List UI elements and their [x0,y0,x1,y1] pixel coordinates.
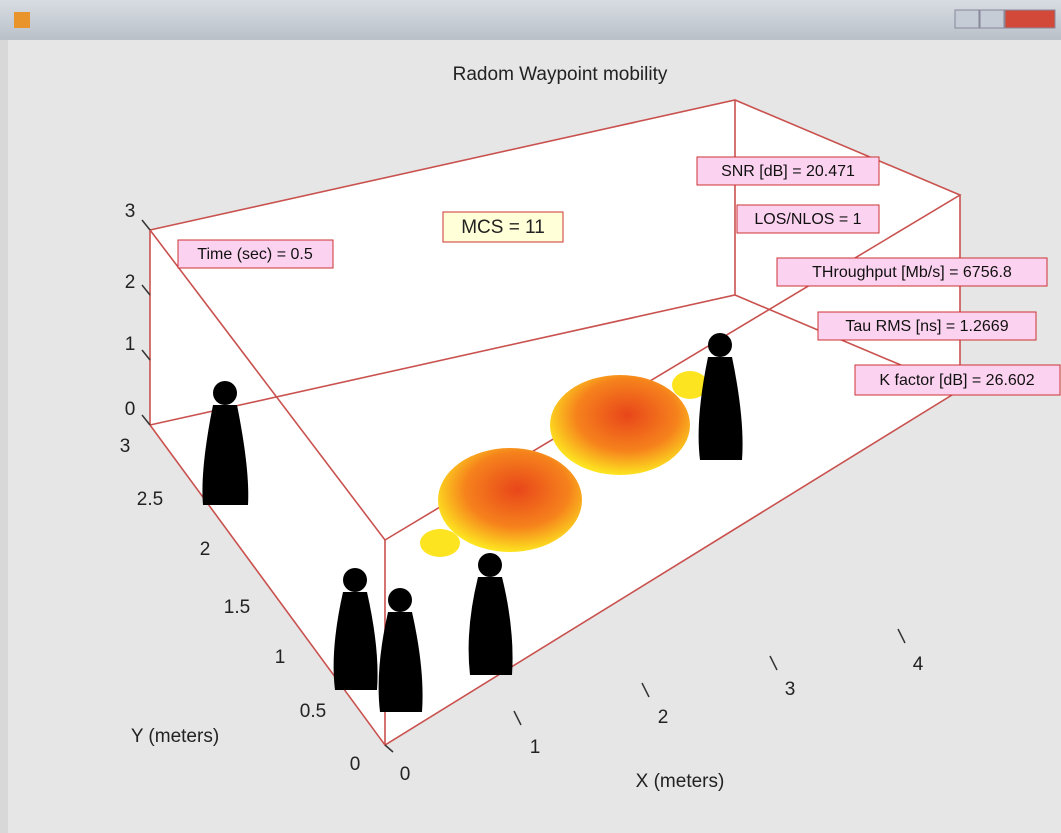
plot-title: Radom Waypoint mobility [453,64,668,85]
maximize-button[interactable] [980,10,1004,28]
z-tick-label: 2 [125,272,136,293]
y-tick-label: 2 [200,539,211,560]
x-tick-label: 4 [913,654,924,675]
y-axis-label: Y (meters) [131,726,219,747]
title-bar [0,0,1061,40]
y-tick-label: 0.5 [300,701,326,722]
annotation-text: K factor [dB] = 26.602 [879,372,1034,389]
z-tick-label: 3 [125,201,136,222]
annotation-text: Time (sec) = 0.5 [197,246,313,263]
y-tick-label: 0 [350,754,361,775]
x-tick-label: 3 [785,679,796,700]
annotation-text: MCS = 11 [461,217,545,238]
minimize-button[interactable] [955,10,979,28]
x-tick-label: 2 [658,707,669,728]
pattern-lobe [550,375,690,475]
annotation-text: LOS/NLOS = 1 [754,211,861,228]
x-tick-label: 1 [530,737,541,758]
figure-window: Radom Waypoint mobility 0 1 2 3 0 [0,0,1061,833]
app-icon [14,12,30,28]
z-tick-label: 1 [125,334,136,355]
annotation-text: THroughput [Mb/s] = 6756.8 [812,264,1012,281]
y-tick-label: 3 [120,436,131,457]
z-tick-label: 0 [125,399,136,420]
pattern-lobe [438,448,582,552]
pattern-lobe [420,529,460,557]
window-border [0,40,8,833]
y-tick-label: 1 [275,647,286,668]
x-axis-label: X (meters) [636,771,725,792]
x-tick-label: 0 [400,764,411,785]
annotation-text: SNR [dB] = 20.471 [721,163,855,180]
close-button[interactable] [1005,10,1055,28]
annotation-text: Tau RMS [ns] = 1.2669 [845,318,1008,335]
y-tick-label: 2.5 [137,489,163,510]
y-tick-label: 1.5 [224,597,250,618]
